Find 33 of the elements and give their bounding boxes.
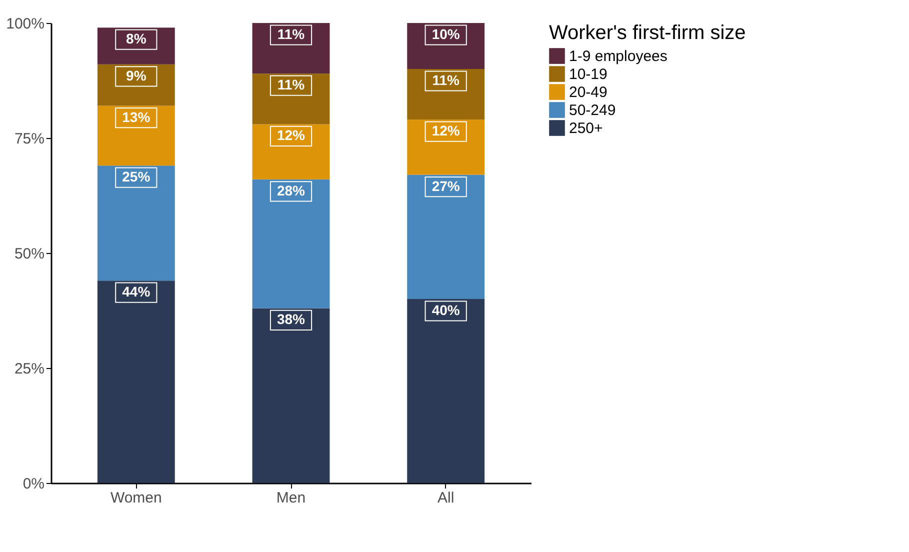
x-tick-label: All: [438, 490, 454, 506]
data-label: 11%: [432, 72, 460, 88]
legend-label: 1-9 employees: [569, 48, 668, 65]
data-label: 27%: [432, 178, 460, 194]
data-label: 25%: [122, 168, 151, 185]
data-label: 12%: [276, 127, 306, 144]
legend-label: 10-19: [569, 66, 608, 83]
bar: [97, 280, 175, 483]
data-label: 10%: [432, 26, 460, 42]
bar: [252, 308, 330, 483]
data-label: 11%: [277, 76, 306, 93]
y-tick-label: 50%: [14, 246, 44, 262]
y-tick-label: 100%: [6, 16, 44, 32]
data-label: 38%: [276, 311, 306, 328]
data-label: 12%: [432, 122, 460, 139]
legend-title: Worker's first-firm size: [549, 22, 746, 44]
data-label: 8%: [126, 30, 147, 47]
y-tick-label: 75%: [14, 130, 44, 148]
data-label: 9%: [126, 67, 147, 84]
data-label: 40%: [432, 302, 460, 318]
data-label: 13%: [122, 108, 151, 125]
y-tick-label: 0%: [22, 476, 44, 492]
bar: [407, 299, 485, 483]
legend-label: 20-49: [569, 84, 608, 101]
x-tick-label: Women: [110, 490, 162, 506]
legend-label: 50-249: [569, 102, 616, 119]
y-tick-label: 25%: [14, 360, 44, 378]
data-label: 28%: [276, 182, 306, 198]
data-label: 11%: [277, 26, 306, 42]
bar: [407, 174, 485, 299]
data-label: 44%: [122, 284, 151, 300]
legend-label: 250+: [569, 120, 604, 137]
x-tick-label: Men: [276, 490, 306, 506]
